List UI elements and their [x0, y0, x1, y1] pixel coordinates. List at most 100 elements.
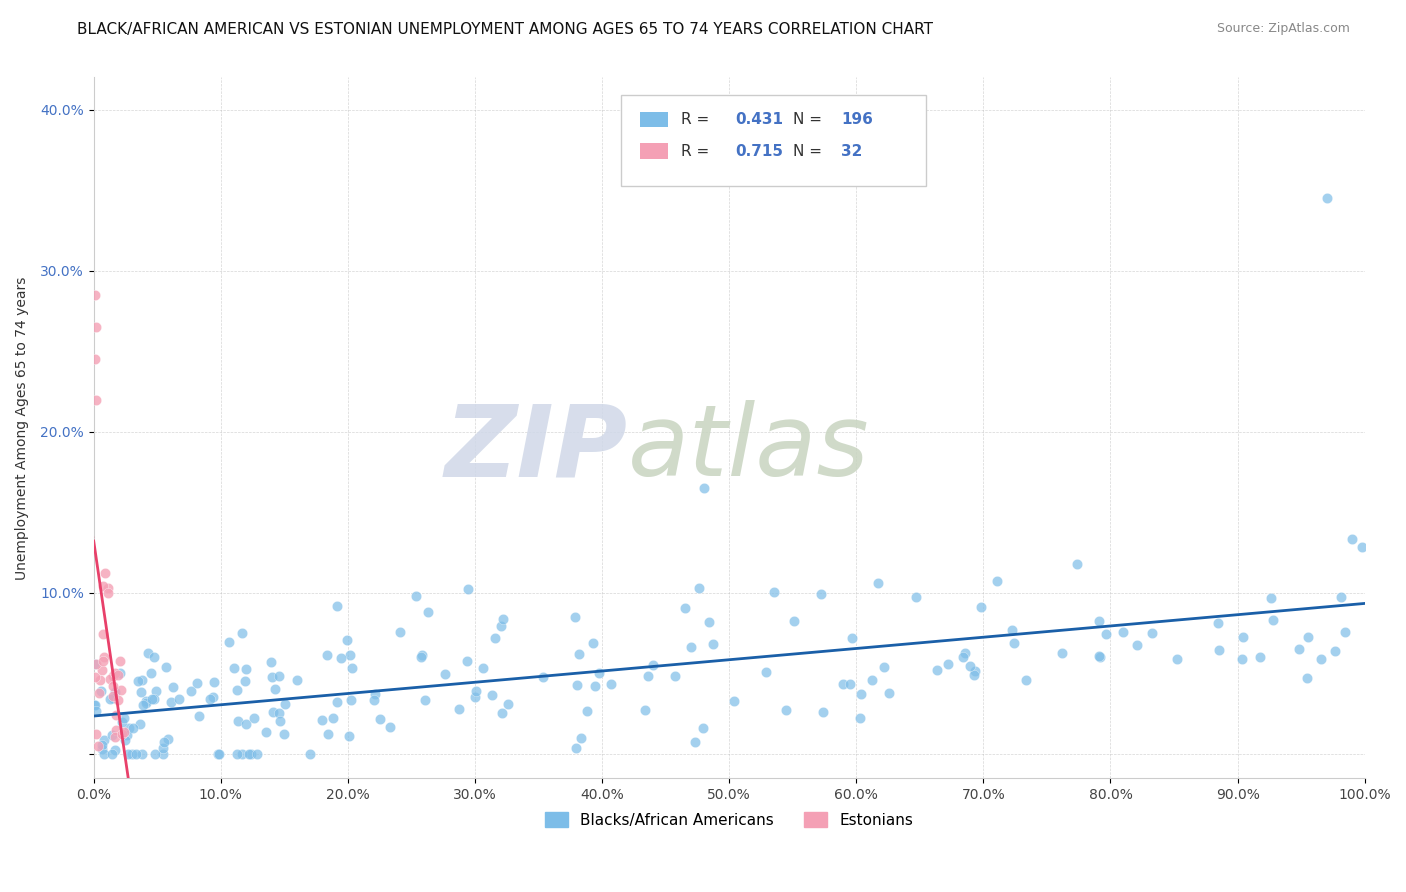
- Point: [783, 614, 806, 628]
- Point: [112, 711, 135, 725]
- Point: [125, 747, 148, 761]
- Point: [702, 637, 724, 651]
- Point: [231, 626, 253, 640]
- Point: [1142, 625, 1164, 640]
- Point: [254, 725, 277, 739]
- Point: [94, 566, 117, 581]
- Point: [762, 584, 785, 599]
- Bar: [640, 112, 668, 128]
- Point: [233, 674, 256, 689]
- Point: [207, 747, 229, 761]
- Point: [936, 657, 959, 671]
- Point: [112, 724, 135, 739]
- Point: [201, 690, 224, 705]
- Point: [160, 694, 183, 708]
- Point: [1001, 624, 1024, 638]
- Point: [243, 711, 266, 725]
- Text: 32: 32: [841, 144, 862, 159]
- Point: [457, 582, 479, 596]
- Point: [681, 640, 703, 654]
- Point: [464, 684, 486, 698]
- Point: [155, 660, 177, 674]
- Point: [1230, 652, 1253, 666]
- Point: [810, 587, 832, 601]
- Point: [84, 657, 107, 671]
- Legend: Blacks/African Americans, Estonians: Blacks/African Americans, Estonians: [538, 805, 920, 834]
- Point: [139, 665, 162, 680]
- Point: [122, 721, 145, 735]
- Point: [1249, 650, 1271, 665]
- Point: [866, 575, 889, 590]
- Point: [1330, 590, 1353, 604]
- Point: [93, 649, 115, 664]
- Point: [101, 747, 124, 761]
- Point: [693, 481, 716, 495]
- Text: R =: R =: [681, 112, 714, 127]
- Point: [104, 723, 127, 737]
- Point: [832, 677, 855, 691]
- Point: [326, 599, 349, 614]
- Point: [723, 694, 745, 708]
- Point: [111, 715, 134, 730]
- Point: [110, 683, 132, 698]
- Point: [368, 712, 391, 726]
- Point: [91, 626, 114, 640]
- Point: [84, 704, 107, 718]
- Point: [264, 681, 287, 696]
- Point: [101, 669, 124, 683]
- Point: [84, 352, 107, 367]
- Point: [142, 649, 165, 664]
- Point: [363, 692, 385, 706]
- Point: [246, 747, 269, 761]
- Point: [925, 663, 948, 677]
- Point: [409, 650, 432, 665]
- Point: [569, 731, 592, 745]
- Point: [496, 697, 519, 711]
- Point: [273, 726, 295, 740]
- Point: [108, 665, 131, 680]
- Point: [905, 590, 928, 604]
- Point: [262, 705, 284, 719]
- Point: [447, 702, 470, 716]
- Point: [87, 686, 110, 700]
- Point: [1333, 625, 1355, 640]
- Point: [84, 320, 107, 334]
- Point: [83, 698, 105, 712]
- Point: [153, 734, 176, 748]
- Point: [405, 589, 427, 603]
- Point: [91, 654, 114, 668]
- Point: [464, 690, 486, 704]
- Point: [269, 714, 291, 729]
- Point: [107, 693, 129, 707]
- Point: [267, 706, 290, 720]
- Point: [91, 741, 114, 756]
- Point: [101, 679, 124, 693]
- Point: [127, 674, 149, 689]
- Point: [841, 632, 863, 646]
- Point: [411, 648, 433, 663]
- Point: [565, 678, 588, 692]
- Point: [952, 649, 974, 664]
- Point: [1350, 540, 1372, 554]
- Point: [531, 670, 554, 684]
- Point: [218, 635, 240, 649]
- Point: [692, 721, 714, 735]
- Point: [316, 727, 339, 741]
- Point: [90, 663, 112, 677]
- Point: [1296, 671, 1319, 685]
- Point: [135, 693, 157, 707]
- Point: [1112, 624, 1135, 639]
- Point: [188, 709, 211, 723]
- Text: ZIP: ZIP: [444, 401, 627, 498]
- Point: [339, 648, 361, 662]
- Point: [83, 670, 105, 684]
- Point: [152, 747, 174, 761]
- Point: [208, 747, 231, 761]
- Point: [697, 615, 720, 630]
- Point: [456, 654, 478, 668]
- Point: [340, 660, 363, 674]
- Point: [685, 735, 707, 749]
- Point: [1087, 615, 1109, 629]
- Point: [226, 682, 249, 697]
- Point: [775, 702, 797, 716]
